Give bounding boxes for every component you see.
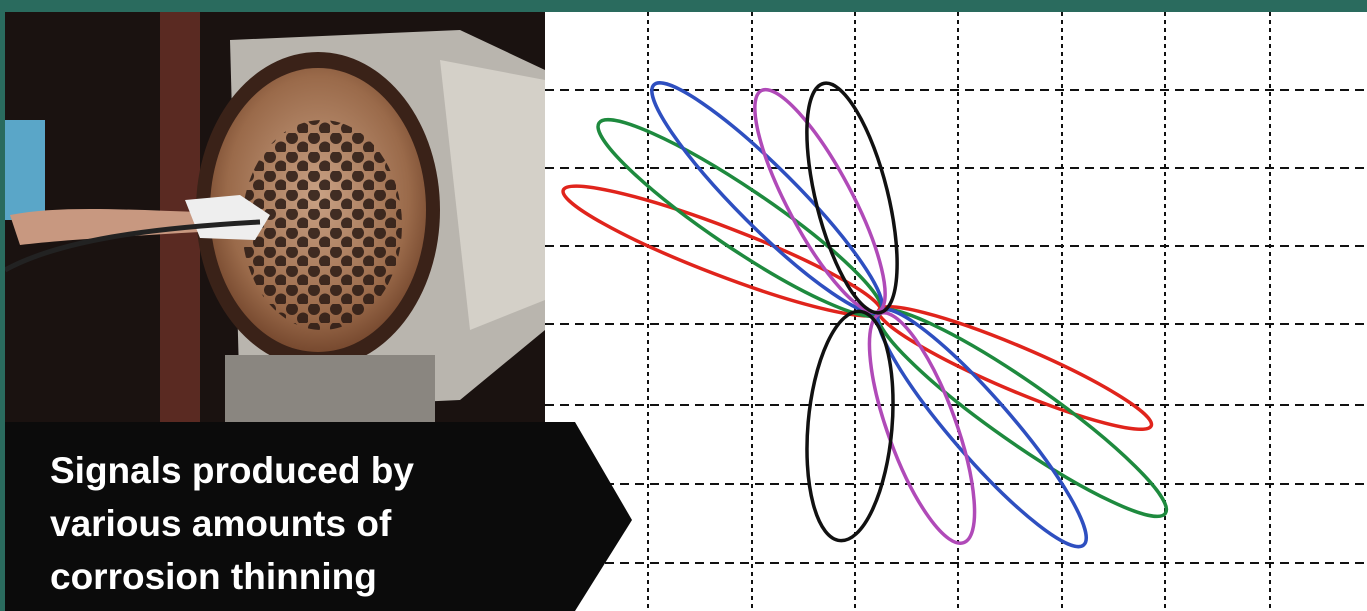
caption-line: corrosion thinning	[50, 556, 377, 597]
plot-background	[545, 12, 1367, 611]
caption-line: Signals produced by	[50, 450, 414, 491]
caption-line: various amounts of	[50, 503, 392, 544]
figure: Signals produced by various amounts of c…	[0, 0, 1367, 611]
page: Signals produced by various amounts of c…	[0, 0, 1367, 611]
